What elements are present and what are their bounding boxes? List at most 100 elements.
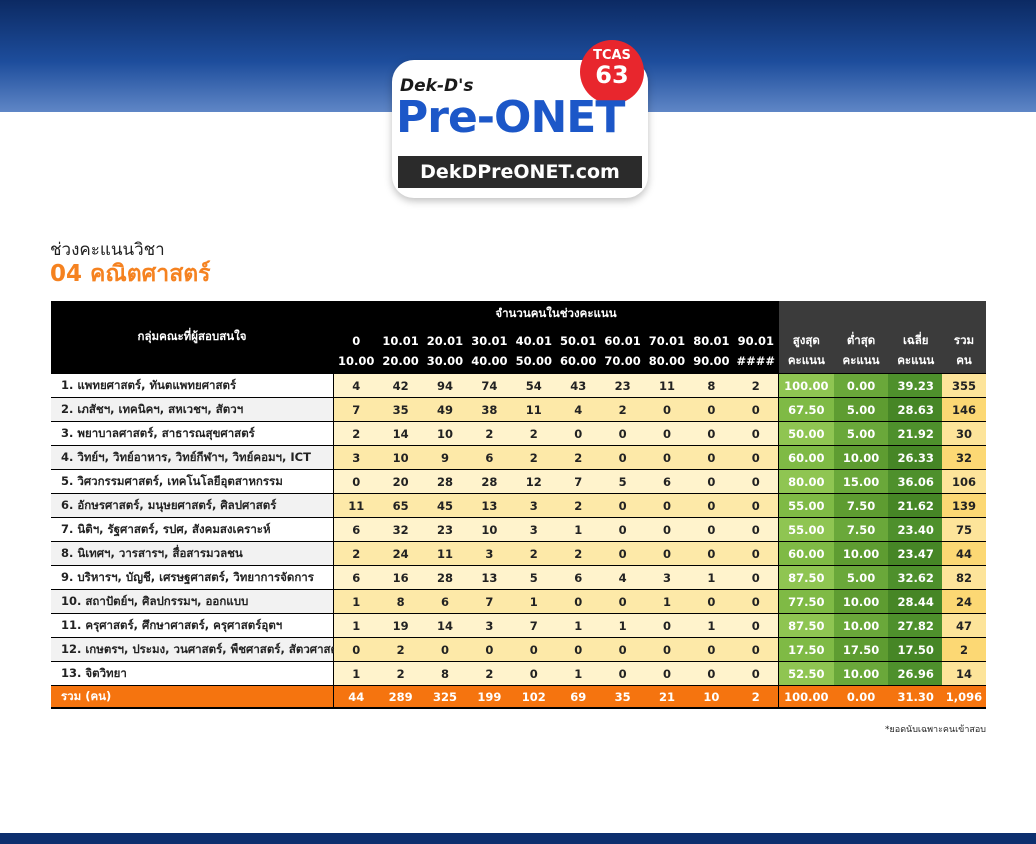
stat: 2 <box>942 638 986 661</box>
stat: 146 <box>942 398 986 421</box>
stat: 44 <box>942 542 986 565</box>
count: 1 <box>689 566 734 589</box>
total-count: 44 <box>334 686 379 707</box>
group-name: 13. จิตวิทยา <box>51 662 333 685</box>
count: 8 <box>689 374 734 397</box>
range-from: 90.01 <box>733 331 778 351</box>
count: 0 <box>733 566 778 589</box>
stat: 82 <box>942 566 986 589</box>
footnote: *ยอดนับเฉพาะคนเข้าสอบ <box>885 725 986 735</box>
count: 2 <box>511 446 556 469</box>
range-from: 0 <box>334 331 379 351</box>
count: 0 <box>600 422 645 445</box>
count: 4 <box>600 566 645 589</box>
count: 10 <box>422 422 468 445</box>
count: 2 <box>511 542 556 565</box>
count: 0 <box>644 662 690 685</box>
count: 2 <box>556 542 601 565</box>
brand: Dek-D's <box>400 76 474 96</box>
count: 6 <box>334 566 379 589</box>
group-name: 10. สถาปัตย์ฯ, ศิลปกรรมฯ, ออกแบบ <box>51 590 333 613</box>
stat-header-bg <box>888 301 944 373</box>
count: 1 <box>511 590 556 613</box>
stat: 7.50 <box>833 494 889 517</box>
count: 0 <box>733 518 778 541</box>
stat-header: เฉลี่ย <box>902 333 929 347</box>
badge: TCAS 63 <box>580 40 644 104</box>
count: 3 <box>511 518 556 541</box>
range-to: 20.00 <box>378 351 423 371</box>
count: 0 <box>334 470 379 493</box>
count: 1 <box>600 614 645 637</box>
stat: 36.06 <box>888 470 944 493</box>
count: 11 <box>422 542 468 565</box>
count: 0 <box>600 638 645 661</box>
stat: 5.00 <box>833 398 889 421</box>
count: 28 <box>422 470 468 493</box>
count: 0 <box>600 590 645 613</box>
count: 94 <box>422 374 468 397</box>
stat: 55.00 <box>779 518 834 541</box>
count: 32 <box>378 518 423 541</box>
count: 3 <box>467 614 512 637</box>
stat: 100.00 <box>779 374 834 397</box>
count: 2 <box>600 398 645 421</box>
total-count: 2 <box>733 686 778 707</box>
stat: 87.50 <box>779 566 834 589</box>
range-from: 40.01 <box>511 331 556 351</box>
total-count: 10 <box>689 686 734 707</box>
stat-header: ต่ำสุด <box>846 333 876 347</box>
range-to: 80.00 <box>644 351 690 371</box>
range-to: 60.00 <box>556 351 601 371</box>
count: 0 <box>733 470 778 493</box>
count: 1 <box>334 590 379 613</box>
total-stat: 31.30 <box>888 686 944 707</box>
stat: 60.00 <box>779 542 834 565</box>
stat: 15.00 <box>833 470 889 493</box>
badge-num: 63 <box>595 61 629 89</box>
range-from: 80.01 <box>689 331 734 351</box>
count: 0 <box>644 614 690 637</box>
count: 0 <box>689 662 734 685</box>
count: 28 <box>467 470 512 493</box>
stat: 10.00 <box>833 590 889 613</box>
count: 0 <box>600 446 645 469</box>
count: 3 <box>334 446 379 469</box>
count: 6 <box>422 590 468 613</box>
count: 0 <box>556 422 601 445</box>
count: 2 <box>334 542 379 565</box>
subtitle: ช่วงคะแนนวิชา <box>50 240 165 260</box>
total-count: 199 <box>467 686 512 707</box>
count: 0 <box>733 542 778 565</box>
stat: 139 <box>942 494 986 517</box>
stat-header: สูงสุด <box>792 333 820 347</box>
count: 0 <box>511 662 556 685</box>
count: 6 <box>556 566 601 589</box>
count: 6 <box>467 446 512 469</box>
group-name: 4. วิทย์ฯ, วิทย์อาหาร, วิทย์กีฬาฯ, วิทย์… <box>51 446 333 469</box>
count: 0 <box>689 518 734 541</box>
range-to: 70.00 <box>600 351 645 371</box>
count: 2 <box>511 422 556 445</box>
stat-header-bg <box>779 301 834 373</box>
range-to: 40.00 <box>467 351 512 371</box>
group-name: 2. เภสัชฯ, เทคนิคฯ, สหเวชฯ, สัตวฯ <box>51 398 333 421</box>
total-count: 289 <box>378 686 423 707</box>
stat-header-bg <box>942 301 986 373</box>
url: DekDPreONET.com <box>398 156 642 188</box>
count: 65 <box>378 494 423 517</box>
range-header: จำนวนคนในช่วงคะแนน <box>334 301 778 327</box>
count: 38 <box>467 398 512 421</box>
count: 1 <box>556 662 601 685</box>
range-from: 30.01 <box>467 331 512 351</box>
stat: 27.82 <box>888 614 944 637</box>
stat: 26.96 <box>888 662 944 685</box>
range-to: #### <box>733 351 778 371</box>
count: 0 <box>689 638 734 661</box>
range-from: 70.01 <box>644 331 690 351</box>
count: 7 <box>334 398 379 421</box>
total-count: 102 <box>511 686 556 707</box>
stat: 21.62 <box>888 494 944 517</box>
stat-header-bg <box>833 301 889 373</box>
count: 0 <box>644 638 690 661</box>
